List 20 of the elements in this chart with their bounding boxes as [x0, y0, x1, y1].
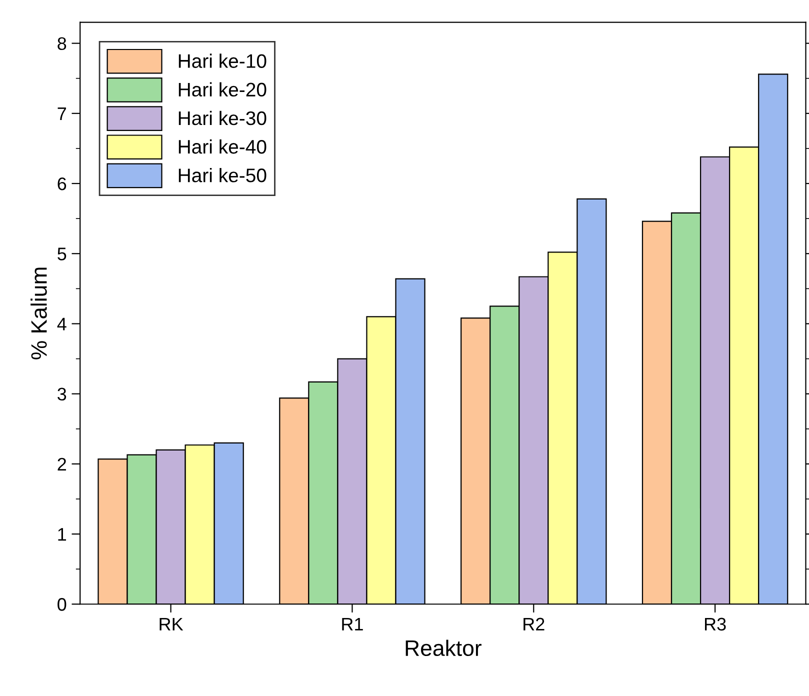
y-tick-label: 4 [57, 318, 66, 330]
y-axis-title: % Kalium [30, 268, 47, 360]
x-tick-label: R2 [524, 618, 544, 630]
x-tick-label: R1 [342, 618, 363, 630]
x-tick-label: R3 [704, 618, 726, 631]
y-tick-label: 6 [58, 177, 66, 190]
y-tick-label: 7 [58, 108, 66, 120]
y-tick-label: 8 [58, 37, 66, 50]
y-tick-label: 2 [58, 458, 66, 470]
legend-label: Hari ke-20 [178, 82, 266, 97]
legend-label: Hari ke-50 [178, 168, 266, 182]
y-tick-label: 5 [58, 248, 66, 260]
x-axis-title: Reaktor [406, 640, 482, 656]
legend-label: Hari ke-30 [178, 110, 266, 126]
legend-label: Hari ke-10 [178, 54, 266, 68]
y-tick-label: 0 [58, 598, 66, 611]
legend-label: Hari ke-40 [178, 139, 266, 154]
y-tick-label: 1 [58, 528, 66, 541]
y-tick-label: 3 [58, 388, 66, 401]
x-tick-label: RK [160, 618, 184, 630]
